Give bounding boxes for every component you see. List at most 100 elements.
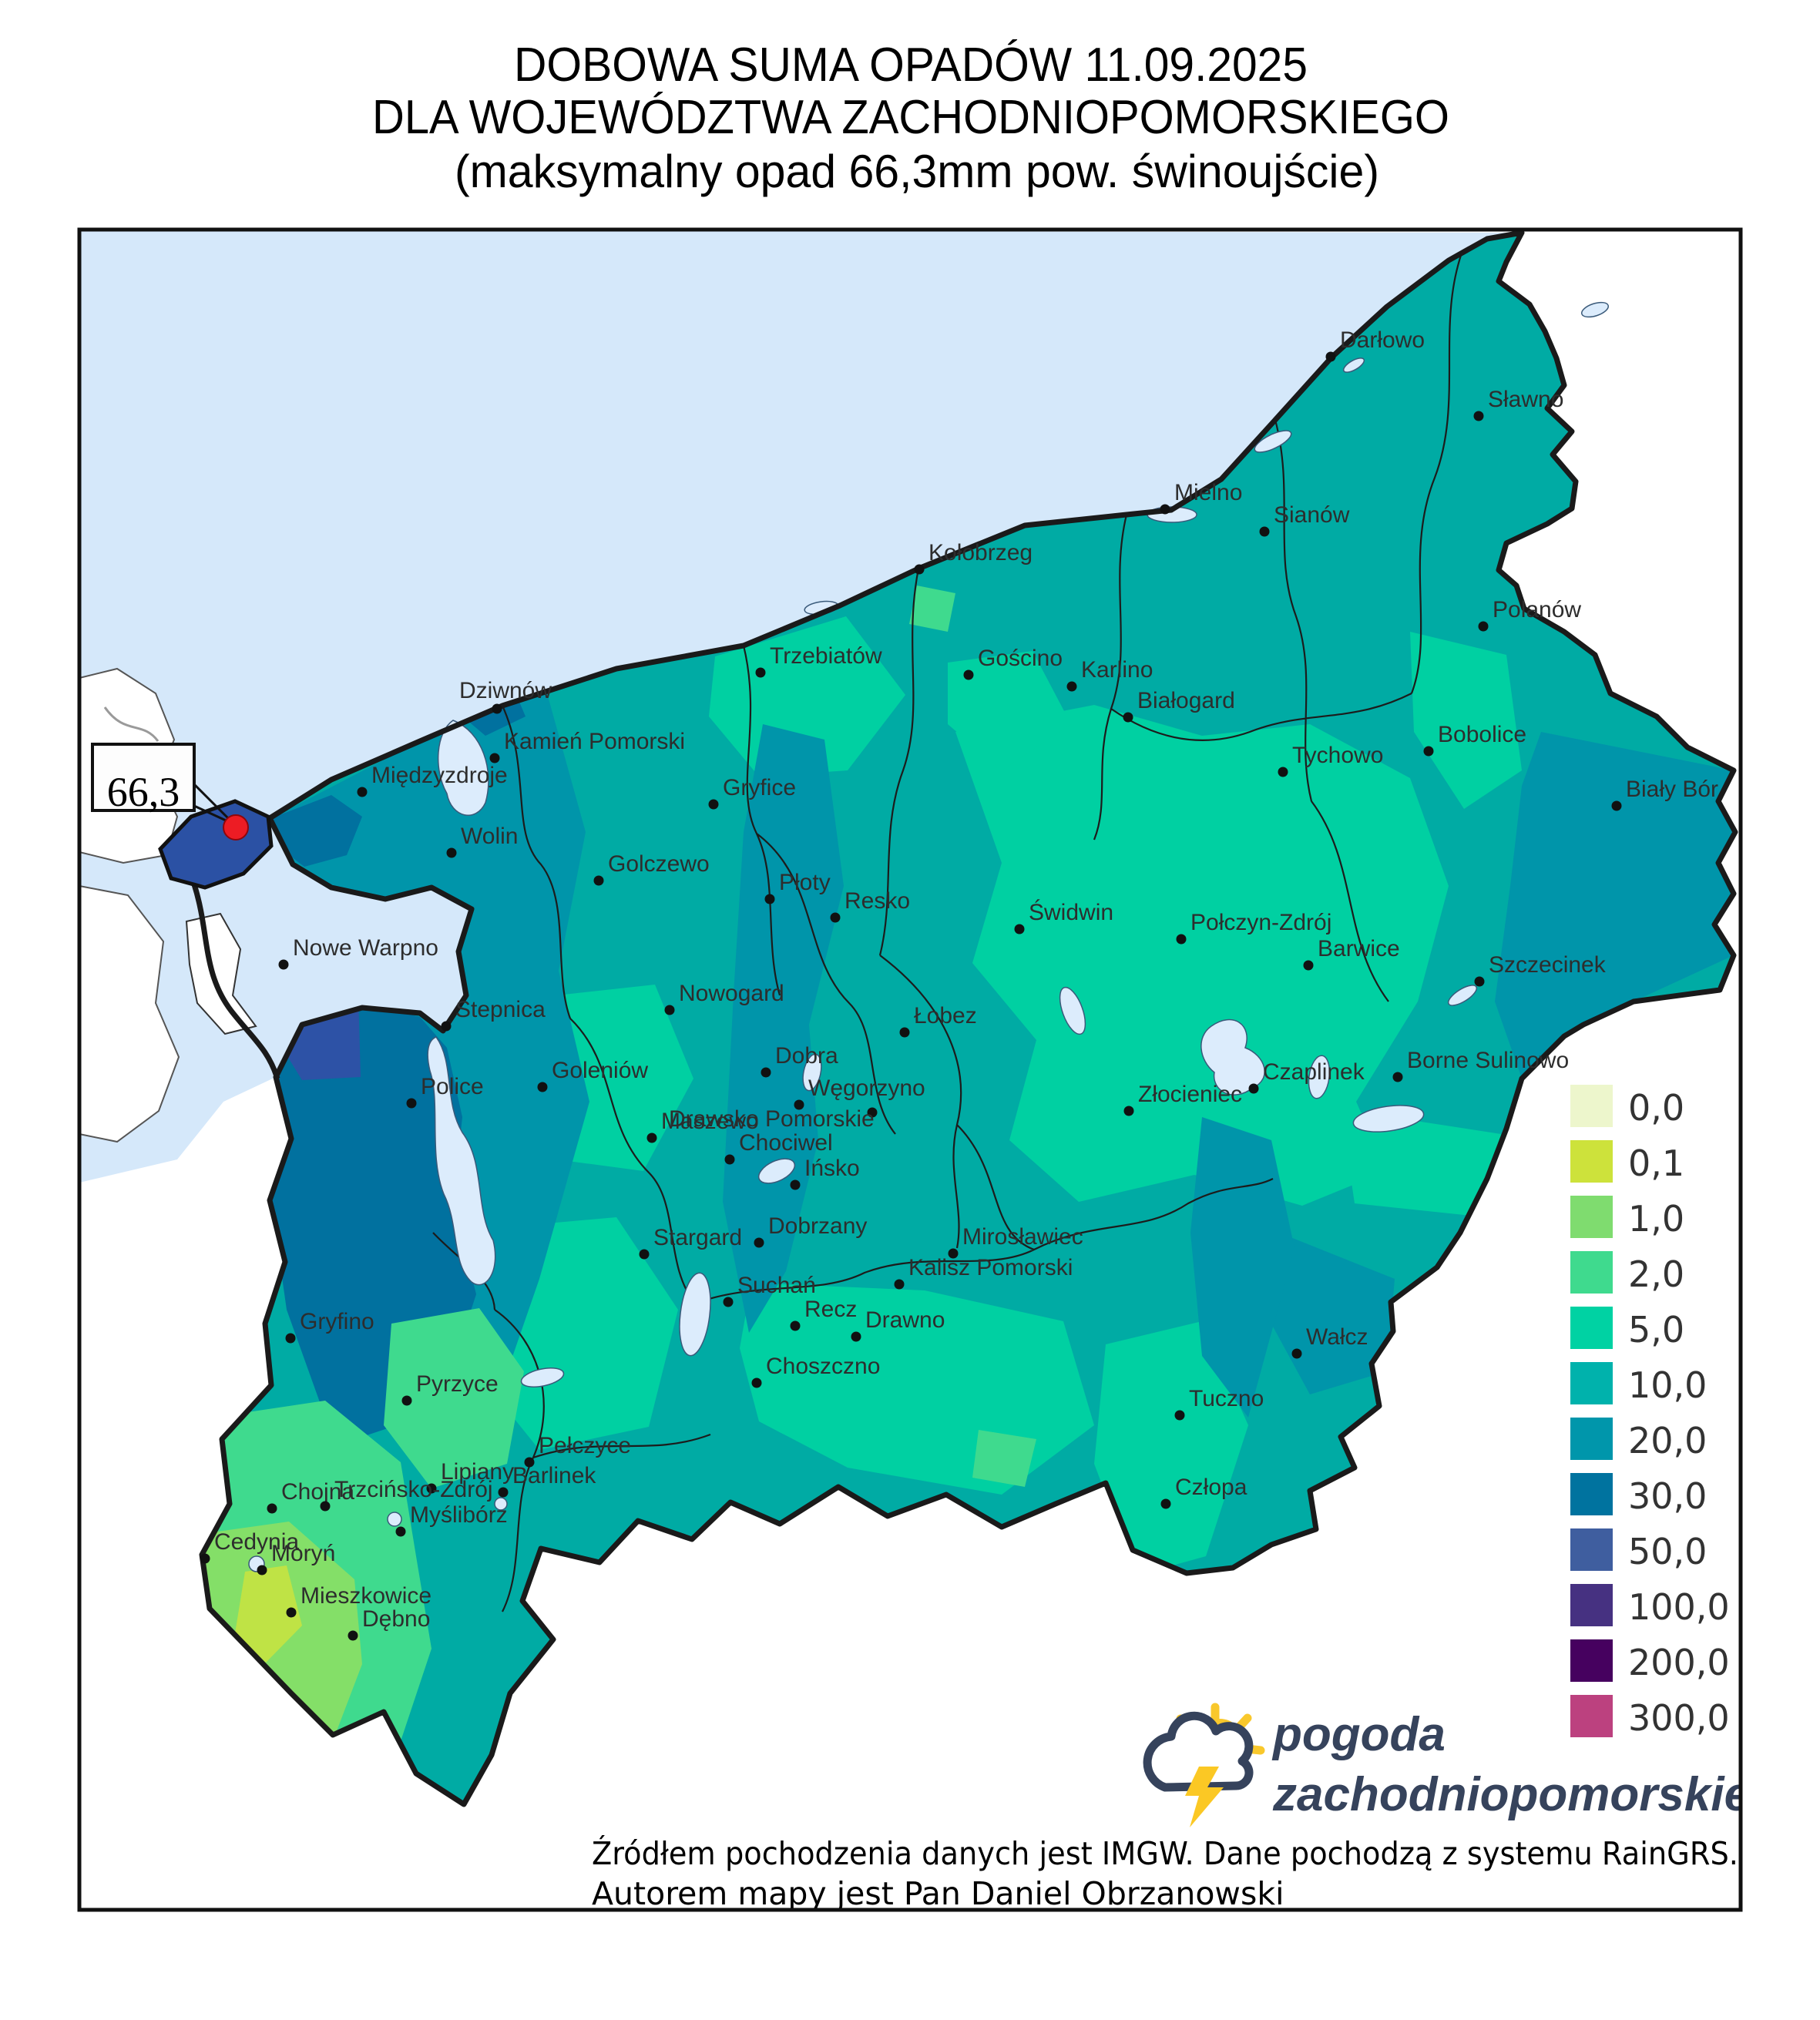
map-title-line2: DLA WOJEWÓDZTWA ZACHODNIOPOMORSKIEGO [372, 91, 1449, 144]
source-line1: Źródłem pochodzenia danych jest IMGW. Da… [592, 1835, 1738, 1872]
legend-swatch [1570, 1528, 1613, 1571]
city-label: Dobrzany [768, 1213, 867, 1239]
city-dot [894, 1279, 905, 1290]
city-label: Kamień Pomorski [504, 729, 685, 754]
foreign-border-line [103, 706, 160, 742]
city-label: Trzcińsko-Zdrój [334, 1477, 493, 1502]
city-dot [1160, 1498, 1171, 1509]
city-dot [794, 1099, 804, 1110]
city-label: Dębno [362, 1606, 430, 1632]
city-dot [664, 1005, 675, 1015]
city-label: Gryfice [723, 775, 796, 800]
city-label: Kalisz Pomorski [908, 1255, 1073, 1280]
city-dot [489, 753, 500, 763]
city-label: Goleniów [552, 1058, 648, 1083]
city-label: Tychowo [1292, 743, 1383, 768]
city-label: Tuczno [1189, 1386, 1264, 1411]
city-dot [286, 1607, 297, 1618]
city-dot [320, 1501, 331, 1512]
city-label: Golczewo [608, 851, 710, 877]
city-label: Dobra [775, 1043, 838, 1069]
logo: pogoda zachodniopomorskie.pl [1143, 1703, 1808, 1827]
city-dot [899, 1027, 910, 1038]
max-precip-dot [223, 814, 249, 841]
city-label: Sławno [1488, 387, 1563, 412]
city-label: Nowe Warpno [293, 935, 438, 961]
city-dot [278, 959, 289, 970]
city-label: Mirosławiec [962, 1224, 1083, 1250]
city-label: Szczecinek [1489, 952, 1607, 978]
legend-label: 300,0 [1628, 1697, 1730, 1739]
weather-logo-icon [1143, 1703, 1265, 1827]
city-dot [723, 1297, 734, 1307]
voivodeship-border [199, 230, 1738, 1807]
legend-label: 2,0 [1628, 1253, 1684, 1295]
city-dot [1176, 934, 1187, 945]
city-label: Wolin [461, 824, 518, 849]
city-dot [790, 1179, 801, 1190]
city-label: Czaplinek [1263, 1059, 1365, 1085]
city-dot [1174, 1410, 1185, 1421]
city-dot [1259, 526, 1270, 537]
city-label: Węgorzyno [808, 1075, 925, 1101]
city-dot [851, 1331, 861, 1342]
city-label: Drawno [865, 1307, 945, 1333]
district-borders [432, 246, 1466, 1612]
cloud-icon [1143, 1711, 1254, 1792]
city-dot [751, 1377, 762, 1388]
city-label: Sianów [1274, 502, 1350, 528]
logo-text-line2: zachodniopomorskie.pl [1272, 1768, 1808, 1821]
city-label: Darłowo [1340, 327, 1425, 353]
city-dot [1423, 746, 1434, 757]
city-dot [446, 847, 457, 858]
legend-label: 0,0 [1628, 1087, 1684, 1129]
city-label: Międzyzdroje [371, 763, 508, 788]
legend-label: 1,0 [1628, 1198, 1684, 1240]
legend-label: 50,0 [1628, 1531, 1707, 1572]
city-label: Wałcz [1306, 1324, 1368, 1350]
city-label: Suchań [737, 1273, 816, 1298]
city-label: Lipiany [441, 1459, 514, 1485]
city-label: Barwice [1318, 936, 1400, 961]
city-dot [524, 1457, 535, 1468]
city-dot [867, 1107, 878, 1118]
city-dot [395, 1526, 406, 1537]
city-label: Łobez [914, 1003, 977, 1028]
city-dot [498, 1487, 509, 1498]
city-dot [1160, 504, 1170, 515]
city-dot [1123, 1106, 1134, 1116]
city-dot [948, 1248, 959, 1259]
callout-box [91, 743, 196, 812]
city-label: Złocieniec [1138, 1082, 1242, 1107]
city-label: Recz [804, 1297, 857, 1322]
city-dot [1291, 1348, 1302, 1359]
city-label: Nowogard [679, 981, 784, 1006]
city-dot [537, 1082, 548, 1092]
legend-label: 0,1 [1628, 1143, 1684, 1184]
city-dot [348, 1630, 358, 1641]
city-dot [790, 1320, 801, 1331]
city-label: Pyrzyce [416, 1371, 499, 1397]
city-dot [914, 564, 925, 575]
city-dot [200, 1553, 210, 1564]
city-dot [1478, 621, 1489, 632]
logo-text-line1: pogoda [1271, 1708, 1446, 1761]
city-dot [830, 912, 841, 923]
city-dot [426, 1483, 437, 1494]
city-dot [1066, 681, 1077, 692]
city-dot [963, 669, 974, 680]
legend-label: 100,0 [1628, 1586, 1730, 1628]
city-label: Resko [845, 888, 910, 914]
city-label: Polanów [1493, 597, 1581, 622]
city-label: Gryfino [300, 1309, 374, 1334]
city-dot [1325, 351, 1336, 362]
legend-swatch [1570, 1418, 1613, 1460]
city-label: Choszczno [766, 1354, 880, 1379]
legend-swatch [1570, 1140, 1613, 1183]
city-dot [646, 1132, 657, 1143]
city-label: Moryń [271, 1541, 335, 1566]
city-dot [764, 894, 775, 904]
city-label: Kołobrzeg [928, 540, 1033, 565]
city-label: Bobolice [1438, 722, 1526, 747]
